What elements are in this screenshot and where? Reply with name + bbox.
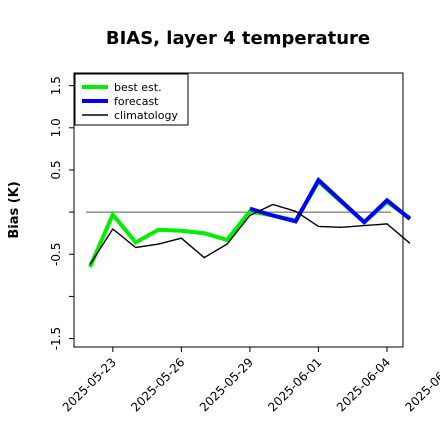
legend-label: best est. [114,81,162,94]
x-tick-label: 2025-06-01 [265,355,324,414]
y-tick-label: 1.5 [49,76,63,95]
x-tick-label: 2025-05-29 [197,355,256,414]
y-tick-label: -0.5 [49,243,63,266]
y-axis: -1.5 -0.5 0.5 1.0 1.5 [49,76,74,350]
plot-frame [73,72,404,348]
x-tick-label: 2025-05-23 [60,355,119,414]
legend-label: climatology [114,109,178,122]
x-tick-label: 2025-06-04 [334,355,393,414]
y-axis-label: Bias (K) [7,181,22,238]
chart-title: BIAS, layer 4 temperature [106,28,370,49]
series-line-climatology [89,203,411,265]
legend-label: forecast [114,95,159,108]
x-tick-label: 2025-05-26 [128,355,187,414]
series-line-forecast [249,176,412,225]
y-tick-label: -1.5 [49,327,63,350]
x-tick-label: 2025-06-07 [402,355,440,414]
series-layer [88,176,412,268]
series-line-best-est [88,178,412,268]
y-tick-label: 1.0 [49,118,63,137]
y-tick-label: 0.5 [49,160,63,179]
x-axis: 2025-05-23 2025-05-26 2025-05-29 2025-06-01… [60,347,440,414]
